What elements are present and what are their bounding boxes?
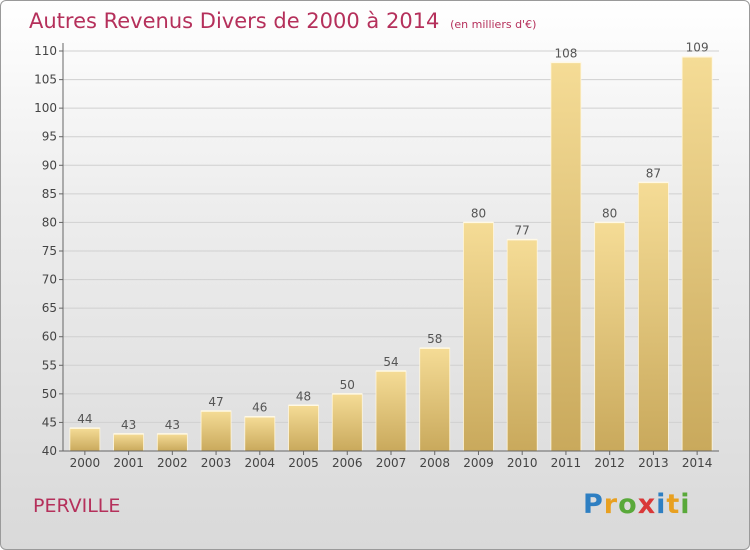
x-tick-label: 2014 — [682, 456, 713, 470]
x-tick-label: 2006 — [332, 456, 363, 470]
data-label: 43 — [165, 418, 180, 432]
logo-letter: i — [656, 489, 667, 520]
data-label: 58 — [427, 332, 442, 346]
bar — [69, 427, 101, 452]
logo-letter: i — [680, 489, 691, 520]
y-tick-label: 45 — [42, 415, 57, 429]
y-tick-label: 105 — [34, 73, 57, 87]
data-label: 80 — [471, 206, 486, 220]
bar — [550, 62, 582, 452]
logo-letter: r — [603, 489, 619, 520]
bar — [419, 347, 451, 452]
y-tick-label: 80 — [42, 215, 57, 229]
y-tick-label: 65 — [42, 301, 57, 315]
bar — [113, 433, 144, 452]
x-tick-label: 2005 — [288, 456, 319, 470]
axes: 40 45 50 55 60 65 70 75 80 85 90 95 100 105 110 2000 200… — [34, 43, 719, 470]
x-tick-label: 2012 — [594, 456, 625, 470]
bar — [156, 433, 188, 452]
bar — [375, 370, 407, 452]
data-label: 48 — [296, 389, 311, 403]
data-label: 43 — [121, 418, 136, 432]
bar — [200, 410, 232, 452]
logo-letter: x — [637, 489, 657, 520]
data-label: 108 — [554, 46, 577, 60]
x-tick-label: 2011 — [551, 456, 582, 470]
y-tick-label: 90 — [42, 158, 57, 172]
x-tick-label: 2004 — [245, 456, 276, 470]
data-label: 47 — [208, 395, 223, 409]
bar — [463, 222, 494, 452]
data-label: 50 — [340, 378, 355, 392]
y-tick-label: 75 — [42, 244, 57, 258]
proxiti-logo: Proxiti — [583, 489, 691, 520]
bar — [638, 182, 669, 452]
x-tick-label: 2000 — [70, 456, 101, 470]
commune-name: PERVILLE — [33, 495, 121, 517]
y-tick-label: 50 — [42, 387, 57, 401]
data-label: 46 — [252, 401, 267, 415]
data-label: 87 — [646, 166, 661, 180]
x-tick-label: 2003 — [201, 456, 232, 470]
y-tick-label: 60 — [42, 330, 57, 344]
bar — [288, 404, 319, 452]
y-tick-label: 110 — [34, 44, 57, 58]
data-label: 80 — [602, 206, 617, 220]
chart-title: Autres Revenus Divers de 2000 à 2014 (en… — [29, 9, 536, 33]
logo-letter: P — [583, 489, 604, 520]
x-tick-label: 2001 — [113, 456, 144, 470]
logo-letter: t — [666, 489, 681, 520]
y-tick-label: 70 — [42, 273, 57, 287]
x-tick-label: 2010 — [507, 456, 538, 470]
x-tick-label: 2007 — [376, 456, 407, 470]
x-tick-label: 2009 — [463, 456, 494, 470]
bar — [331, 393, 363, 452]
y-tick-label: 55 — [42, 358, 57, 372]
bars: 44 43 43 47 46 48 50 54 58 80 77 108 80 87 109 — [69, 41, 713, 452]
x-tick-label: 2008 — [419, 456, 450, 470]
y-tick-label: 40 — [42, 444, 57, 458]
logo-letter: o — [618, 489, 638, 520]
x-tick-label: 2013 — [638, 456, 669, 470]
bar — [681, 56, 713, 452]
data-label: 109 — [686, 41, 709, 55]
y-tick-label: 95 — [42, 130, 57, 144]
chart-title-text: Autres Revenus Divers de 2000 à 2014 — [29, 9, 440, 33]
bar — [506, 239, 538, 452]
y-tick-label: 85 — [42, 187, 57, 201]
data-label: 77 — [515, 224, 530, 238]
bar — [244, 416, 276, 452]
bar — [594, 222, 626, 452]
y-tick-label: 100 — [34, 101, 57, 115]
chart-subtitle: (en milliers d'€) — [450, 18, 537, 31]
x-tick-label: 2002 — [157, 456, 188, 470]
data-label: 54 — [383, 355, 398, 369]
data-label: 44 — [77, 412, 92, 426]
